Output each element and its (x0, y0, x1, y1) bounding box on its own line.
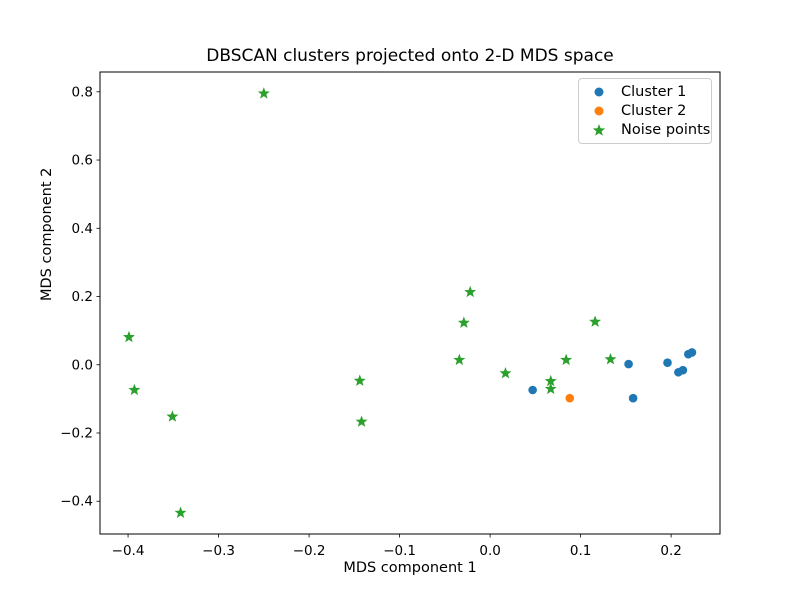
noise-points-point (257, 87, 270, 99)
cluster-1-point (663, 358, 672, 368)
x-tick-label: 0.1 (570, 543, 591, 559)
cluster-1-point (624, 359, 633, 369)
legend-label: Noise points (621, 122, 711, 139)
cluster-1-point (628, 393, 638, 403)
noise-points-point (604, 353, 617, 365)
noise-points-point (544, 374, 557, 387)
y-tick-label: 0.8 (72, 84, 93, 100)
noise-points-point (122, 330, 135, 343)
cluster-1-marker-icon (594, 87, 604, 97)
x-tick-label: −0.3 (202, 543, 235, 559)
noise-points-point (353, 374, 366, 386)
noise-points-point (355, 415, 368, 427)
cluster-2-marker-icon (594, 106, 604, 116)
legend-label: Cluster 1 (621, 83, 687, 100)
cluster-1-point (678, 365, 688, 375)
cluster-1-point (528, 385, 537, 395)
noise-points-point (453, 353, 466, 366)
y-tick-label: 0.4 (72, 221, 93, 237)
noise-points-point (589, 315, 602, 327)
legend: Cluster 1 Cluster 2 Noise points (578, 78, 712, 144)
x-tick-label: 0.2 (660, 543, 681, 559)
chart-title: DBSCAN clusters projected onto 2-D MDS s… (206, 46, 614, 66)
y-tick-label: 0.6 (72, 153, 93, 169)
noise-points-point (174, 506, 187, 518)
x-axis-label: MDS component 1 (343, 560, 477, 576)
noise-points-point (560, 353, 573, 366)
x-tick-label: −0.4 (112, 543, 145, 559)
y-tick-label: −0.2 (60, 426, 93, 442)
noise-points-point (457, 316, 470, 328)
axes-frame (99, 71, 721, 535)
legend-item-cluster-2: Cluster 2 (591, 101, 705, 120)
legend-item-cluster-1: Cluster 1 (591, 82, 705, 101)
cluster-1-point (687, 348, 697, 357)
y-tick-label: −0.4 (60, 494, 93, 510)
x-tick-label: −0.1 (383, 543, 416, 559)
x-tick-label: −0.2 (293, 543, 326, 559)
noise-points-point (544, 382, 557, 395)
legend-label: Cluster 2 (621, 102, 687, 119)
y-tick-label: 0.2 (72, 289, 93, 305)
y-tick-label: 0.0 (72, 357, 93, 373)
noise-points-point (464, 285, 477, 298)
x-tick-label: 0.0 (479, 543, 500, 559)
cluster-2-point (565, 393, 575, 403)
noise-points-point (166, 410, 179, 422)
legend-item-noise-points: Noise points (591, 121, 710, 140)
noise-points-point (499, 366, 512, 379)
noise-points-star-icon (592, 124, 606, 137)
noise-points-point (128, 383, 141, 396)
